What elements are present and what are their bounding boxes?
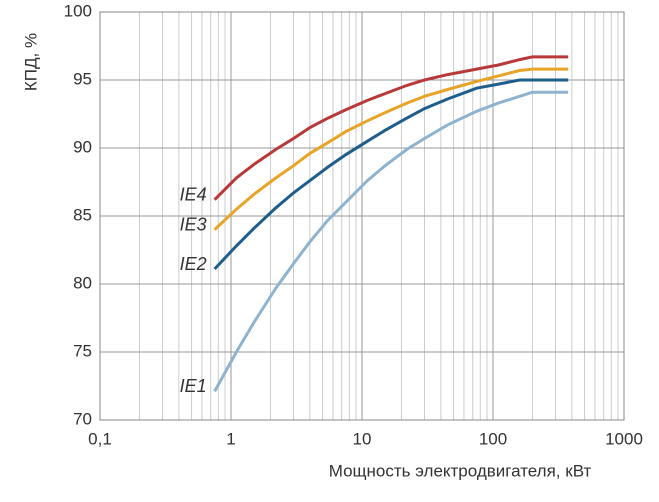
y-tick-label: 75 [73,341,92,360]
y-tick-label: 70 [73,409,92,428]
x-tick-label: 100 [479,429,507,448]
x-tick-label: 10 [353,429,372,448]
series-label: IE2 [180,254,207,274]
y-axis-title: КПД, % [21,33,40,91]
y-tick-label: 85 [73,205,92,224]
y-tick-label: 95 [73,69,92,88]
series-label: IE4 [180,184,207,204]
series-label: IE1 [180,376,207,396]
y-tick-label: 100 [64,1,92,20]
y-tick-label: 90 [73,137,92,156]
plot-frame [99,11,625,421]
series-line [213,55,569,201]
series-line [213,90,569,393]
x-tick-label: 1000 [605,429,643,448]
series-line [213,67,569,231]
x-tick-label: 1 [226,429,235,448]
x-tick-label: 0,1 [88,429,112,448]
x-axis-title: Мощность электродвигателя, кВт [329,461,592,480]
series-line [213,78,569,271]
y-tick-label: 80 [73,273,92,292]
series-label: IE3 [180,214,207,234]
